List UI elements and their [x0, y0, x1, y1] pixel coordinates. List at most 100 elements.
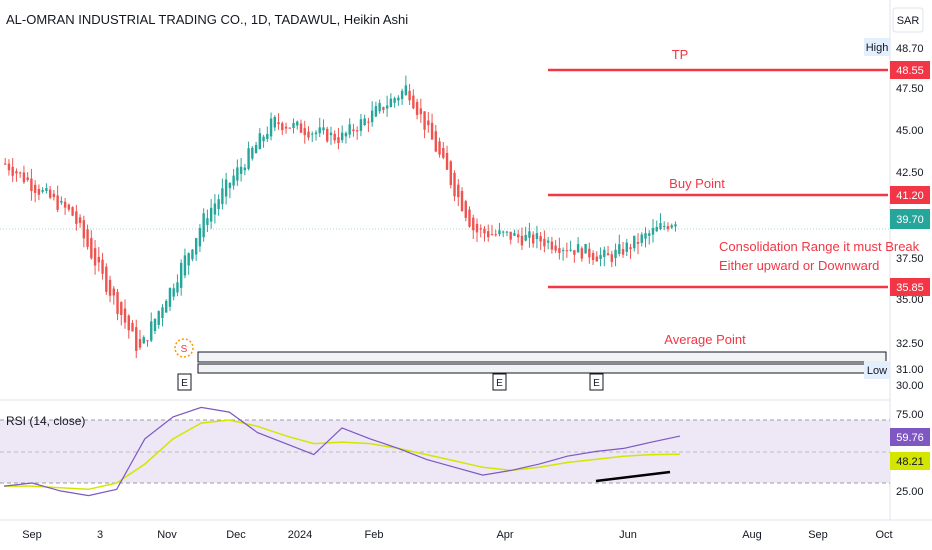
- candle-body: [179, 262, 183, 288]
- candle-body: [37, 188, 41, 195]
- time-tick-label: Dec: [226, 529, 246, 541]
- candle-body: [120, 302, 123, 315]
- candle-body: [490, 234, 494, 236]
- earnings-marker-box[interactable]: [492, 373, 507, 391]
- candle-body: [168, 288, 172, 307]
- candle-body: [60, 200, 63, 203]
- candle-body: [475, 223, 479, 233]
- rsi-ma-value-label: 48.21: [896, 456, 924, 468]
- candle-body: [277, 122, 280, 125]
- candle-body: [232, 175, 235, 186]
- candle-body: [202, 213, 205, 238]
- candle-body: [296, 121, 299, 126]
- candle-body: [472, 217, 475, 231]
- candle-body: [123, 308, 127, 323]
- candle-body: [603, 249, 606, 257]
- candle-body: [520, 235, 524, 246]
- rsi-ma-line[interactable]: [4, 419, 681, 491]
- signal-marker-ring[interactable]: [174, 338, 194, 358]
- candle-body: [63, 201, 67, 208]
- candle-body: [105, 266, 108, 292]
- candle-body: [415, 101, 419, 115]
- candle-body: [595, 256, 599, 262]
- tp-price-tag: [890, 61, 930, 79]
- candle-body: [183, 255, 187, 276]
- signal-marker-s: S: [181, 344, 188, 355]
- candle-body: [161, 307, 164, 319]
- candle-body: [636, 241, 640, 244]
- buy-point-annotation: Buy Point: [669, 176, 725, 191]
- time-tick-label: Aug: [742, 529, 762, 541]
- divergence-trendline[interactable]: [595, 470, 671, 483]
- candle-body: [191, 249, 194, 260]
- rsi-value-tag: [890, 428, 930, 446]
- time-tick-label: Apr: [496, 529, 513, 541]
- candle-body: [56, 195, 59, 210]
- candle-body: [550, 241, 554, 250]
- candle-body: [359, 119, 363, 131]
- price-tick-label: 45.00: [896, 125, 924, 137]
- average-zone-lower[interactable]: [197, 363, 887, 374]
- range-low-price-label: 35.85: [896, 282, 924, 294]
- candle-body: [26, 177, 29, 180]
- time-tick-label: Sep: [22, 529, 42, 541]
- earnings-marker-box[interactable]: [177, 373, 192, 391]
- candle-body: [655, 226, 658, 232]
- candle-body: [299, 123, 303, 133]
- candle-body: [224, 179, 228, 197]
- rsi-75-tick: 75.00: [896, 409, 924, 421]
- candle-body: [453, 172, 456, 197]
- candle-body: [633, 235, 636, 249]
- time-tick-label: 3: [97, 529, 103, 541]
- candle-body: [22, 172, 26, 183]
- last-price-tag: [890, 209, 930, 229]
- average-zone-upper[interactable]: [197, 351, 887, 363]
- candle-body: [565, 250, 569, 252]
- candle-body: [7, 163, 11, 171]
- price-tick-label: 32.50: [896, 338, 924, 350]
- rsi-ma-value-tag: [890, 452, 930, 470]
- price-pane[interactable]: [0, 0, 890, 400]
- candle-body: [30, 178, 33, 192]
- candle-body: [48, 189, 52, 198]
- candle-body: [509, 231, 512, 240]
- candle-body: [516, 234, 520, 238]
- price-tick-label: 31.00: [896, 364, 924, 376]
- high-tag: [864, 38, 890, 56]
- candle-body: [434, 131, 438, 152]
- candle-body: [543, 238, 546, 247]
- candle-body: [71, 207, 74, 216]
- candle-body: [674, 224, 677, 227]
- candle-body: [4, 163, 7, 165]
- candle-body: [15, 171, 18, 174]
- candle-body: [442, 147, 445, 158]
- candle-body: [206, 218, 209, 225]
- candle-body: [314, 132, 318, 135]
- price-tick-label: 48.70: [896, 43, 924, 55]
- candle-body: [670, 225, 673, 228]
- last-price-label: 39.70: [896, 214, 924, 226]
- earnings-marker-box[interactable]: [589, 373, 604, 391]
- candle-body: [370, 110, 374, 123]
- candle-body: [584, 244, 587, 254]
- rsi-line[interactable]: [3, 406, 681, 497]
- candle-body: [404, 85, 408, 95]
- candle-body: [614, 249, 617, 259]
- candle-body: [389, 98, 393, 108]
- candle-body: [41, 190, 44, 192]
- buy-price-label: 41.20: [896, 190, 924, 202]
- time-axis[interactable]: Sep 3 Nov Dec 2024 Feb Apr Jun Aug Sep Oct: [22, 529, 892, 541]
- currency-button[interactable]: [892, 7, 924, 33]
- candle-body: [378, 102, 381, 112]
- earnings-marker-label: E: [593, 378, 600, 389]
- candle-body: [341, 132, 344, 141]
- candle-body: [625, 242, 628, 252]
- candle-body: [355, 130, 359, 132]
- candle-body: [393, 98, 396, 103]
- candle-body: [217, 199, 220, 210]
- rsi-value-label: 59.76: [896, 432, 924, 444]
- candle-body: [90, 238, 93, 259]
- price-axis[interactable]: 48.70 47.50 45.00 42.50 37.50 35.00 32.50 31.00…: [896, 43, 924, 392]
- candle-body: [329, 132, 333, 136]
